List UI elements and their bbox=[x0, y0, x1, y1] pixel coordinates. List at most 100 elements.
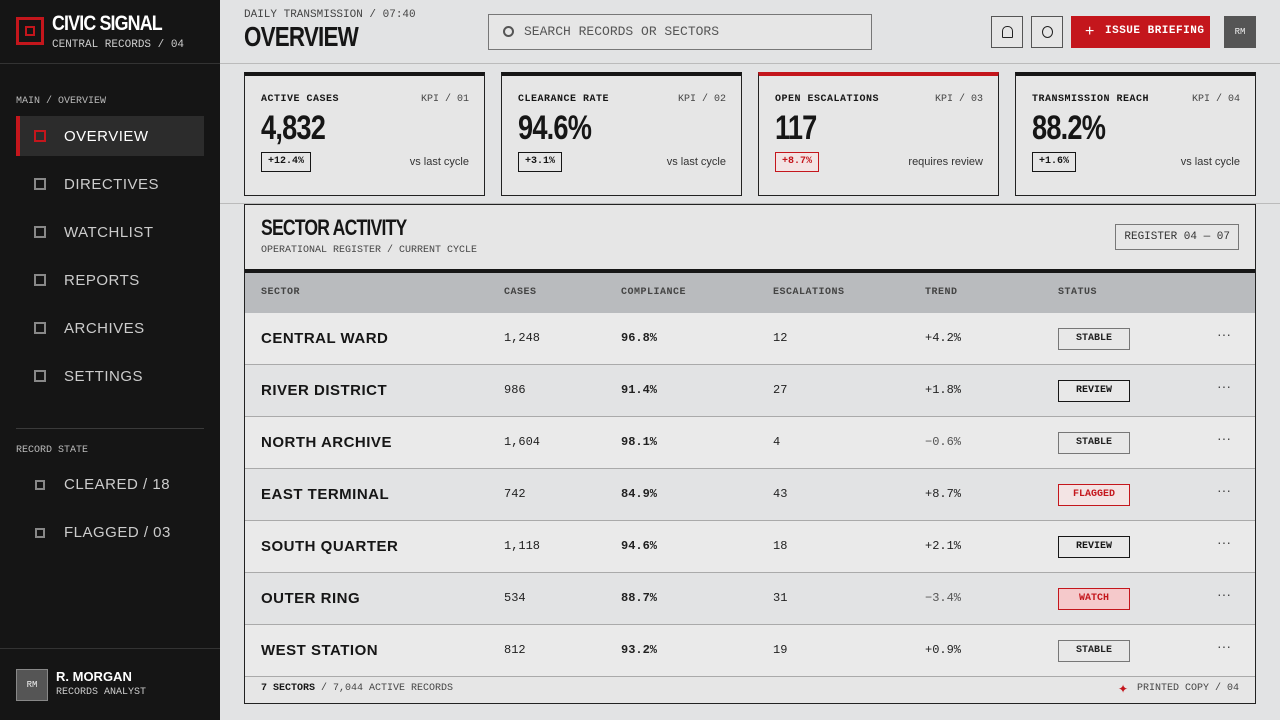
page-title: OVERVIEW bbox=[244, 21, 359, 52]
sector-name: SOUTH QUARTER bbox=[261, 538, 399, 555]
kpi-label: OPEN ESCALATIONS bbox=[775, 94, 880, 105]
search-placeholder: SEARCH RECORDS OR SECTORS bbox=[524, 24, 720, 39]
kpi-delta: +1.6% bbox=[1032, 152, 1077, 172]
cell: 1,118 bbox=[504, 539, 541, 553]
icon-button[interactable] bbox=[991, 16, 1023, 48]
user-name: R. MORGAN bbox=[56, 669, 132, 684]
column-header: CASES bbox=[504, 287, 537, 298]
cell: 4 bbox=[773, 435, 781, 449]
kpi-code: KPI / 03 bbox=[934, 94, 983, 105]
table-row[interactable]: EAST TERMINAL 742 84.9% 43 +8.7% FLAGGED ··· bbox=[245, 469, 1255, 521]
nav-label: REPORTS bbox=[64, 272, 140, 289]
cell: 31 bbox=[773, 591, 788, 605]
footer-count: 7 SECTORS bbox=[261, 683, 316, 694]
column-header: STATUS bbox=[1058, 287, 1098, 298]
kpi-label: TRANSMISSION REACH bbox=[1032, 94, 1150, 105]
cell: +2.1% bbox=[925, 539, 962, 553]
main: DAILY TRANSMISSION / 07:40 OVERVIEW SEARCH… bbox=[220, 0, 1280, 720]
cell: 27 bbox=[773, 383, 788, 397]
logo-mark bbox=[16, 17, 44, 45]
row-menu[interactable]: ··· bbox=[1217, 482, 1231, 498]
search[interactable]: SEARCH RECORDS OR SECTORS bbox=[488, 14, 872, 50]
header-avatar[interactable]: RM bbox=[1224, 16, 1256, 48]
row-menu[interactable]: ··· bbox=[1217, 430, 1231, 446]
button-label: ISSUE BRIEFING bbox=[1105, 25, 1205, 37]
divider bbox=[0, 648, 220, 649]
sector-name: EAST TERMINAL bbox=[261, 486, 390, 503]
nav-icon bbox=[34, 226, 46, 238]
sector-name: NORTH ARCHIVE bbox=[261, 434, 392, 451]
cell: 98.1% bbox=[621, 435, 658, 449]
status-badge: REVIEW bbox=[1058, 380, 1130, 402]
nav-item[interactable]: REPORTS bbox=[16, 260, 204, 300]
nav-icon bbox=[34, 130, 46, 142]
table-panel: SECTOR ACTIVITY OPERATIONAL REGISTER / CU… bbox=[244, 204, 1256, 704]
row-menu[interactable]: ··· bbox=[1217, 326, 1231, 342]
kpi-delta: +8.7% bbox=[775, 152, 820, 172]
status-badge: STABLE bbox=[1058, 328, 1130, 350]
record-section: RECORD STATE bbox=[16, 445, 89, 456]
cell: 93.2% bbox=[621, 643, 658, 657]
state-icon bbox=[35, 480, 45, 490]
status-badge: FLAGGED bbox=[1058, 484, 1130, 506]
kpi-note: vs last cycle bbox=[409, 156, 469, 168]
nav-item[interactable]: OVERVIEW bbox=[16, 116, 204, 156]
kpi-card: CLEARANCE RATE KPI / 02 94.6% +3.1% vs last … bbox=[501, 72, 742, 196]
cell: +0.9% bbox=[925, 643, 962, 657]
kpi-card: TRANSMISSION REACH KPI / 04 88.2% +1.6% vs l… bbox=[1015, 72, 1256, 196]
cell: 12 bbox=[773, 331, 788, 345]
sector-name: WEST STATION bbox=[261, 642, 379, 659]
state-item[interactable]: CLEARED / 18 bbox=[64, 476, 171, 493]
footer-rest: / 7,044 ACTIVE RECORDS bbox=[321, 683, 454, 694]
row-menu[interactable]: ··· bbox=[1217, 378, 1231, 394]
search-icon bbox=[503, 26, 514, 37]
table-row[interactable]: CENTRAL WARD 1,248 96.8% 12 +4.2% STABLE ··· bbox=[245, 313, 1255, 365]
cell: 43 bbox=[773, 487, 788, 501]
kpi-value: 117 bbox=[775, 109, 817, 147]
table-row[interactable]: NORTH ARCHIVE 1,604 98.1% 4 −0.6% STABLE ··· bbox=[245, 417, 1255, 469]
nav-label: OVERVIEW bbox=[64, 128, 149, 145]
cell: 18 bbox=[773, 539, 788, 553]
row-menu[interactable]: ··· bbox=[1217, 586, 1231, 602]
cell: 986 bbox=[504, 383, 526, 397]
kpi-code: KPI / 02 bbox=[677, 94, 726, 105]
cell: +4.2% bbox=[925, 331, 962, 345]
kpi-note: vs last cycle bbox=[666, 156, 726, 168]
nav-label: ARCHIVES bbox=[64, 320, 145, 337]
icon bbox=[1002, 26, 1013, 38]
row-menu[interactable]: ··· bbox=[1217, 534, 1231, 550]
cell: 534 bbox=[504, 591, 526, 605]
table-rule bbox=[245, 269, 1255, 273]
nav-section: MAIN / OVERVIEW bbox=[16, 96, 107, 107]
cell: +8.7% bbox=[925, 487, 962, 501]
nav-item[interactable]: SETTINGS bbox=[16, 356, 204, 396]
icon-button[interactable] bbox=[1031, 16, 1063, 48]
table-row[interactable]: WEST STATION 812 93.2% 19 +0.9% STABLE ··· bbox=[245, 625, 1255, 677]
table-row[interactable]: SOUTH QUARTER 1,118 94.6% 18 +2.1% REVIEW ··· bbox=[245, 521, 1255, 573]
table-row[interactable]: RIVER DISTRICT 986 91.4% 27 +1.8% REVIEW ··· bbox=[245, 365, 1255, 417]
status-badge: STABLE bbox=[1058, 432, 1130, 454]
nav-item[interactable]: WATCHLIST bbox=[16, 212, 204, 252]
footer-printed: PRINTED COPY / 04 bbox=[1137, 683, 1240, 694]
table-row[interactable]: OUTER RING 534 88.7% 31 −3.4% WATCH ··· bbox=[245, 573, 1255, 625]
divider bbox=[0, 63, 220, 64]
nav-item[interactable]: ARCHIVES bbox=[16, 308, 204, 348]
kpi-delta: +12.4% bbox=[261, 152, 312, 172]
status-badge: REVIEW bbox=[1058, 536, 1130, 558]
state-item[interactable]: FLAGGED / 03 bbox=[64, 524, 171, 541]
cell: 88.7% bbox=[621, 591, 658, 605]
icon bbox=[1042, 26, 1053, 38]
cell: 94.6% bbox=[621, 539, 658, 553]
nav-item[interactable]: DIRECTIVES bbox=[16, 164, 204, 204]
table-subtitle: OPERATIONAL REGISTER / CURRENT CYCLE bbox=[261, 245, 478, 256]
column-header-row bbox=[245, 273, 1255, 313]
cell: 91.4% bbox=[621, 383, 658, 397]
issue-button[interactable]: + ISSUE BRIEFING bbox=[1071, 16, 1210, 48]
row-menu[interactable]: ··· bbox=[1217, 638, 1231, 654]
kpi-code: KPI / 04 bbox=[1191, 94, 1240, 105]
brand-sub: CENTRAL RECORDS / 04 bbox=[52, 39, 185, 51]
user-avatar: RM bbox=[16, 669, 48, 701]
divider bbox=[16, 428, 204, 429]
column-header: ESCALATIONS bbox=[773, 287, 845, 298]
